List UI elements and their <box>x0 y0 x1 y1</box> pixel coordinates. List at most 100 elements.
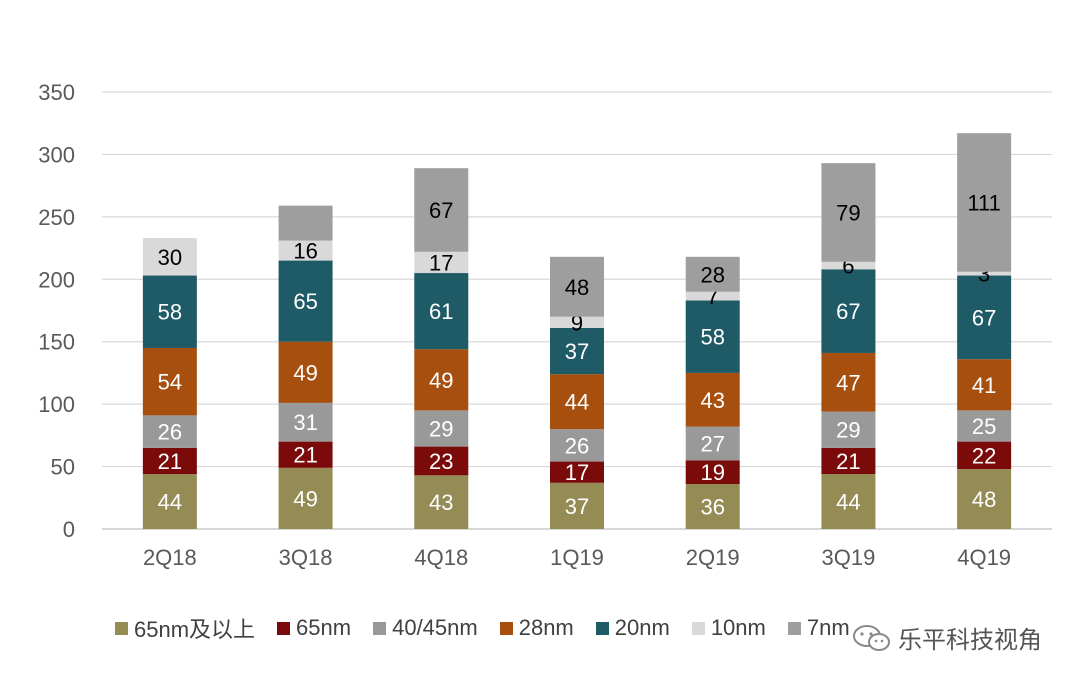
bar-segment <box>278 260 333 342</box>
y-tick-label: 300 <box>38 142 75 167</box>
watermark: 乐平科技视角 <box>852 620 1042 655</box>
data-label: 48 <box>972 487 996 512</box>
y-tick-label: 200 <box>38 267 75 292</box>
data-label: 25 <box>972 414 996 439</box>
chart-legend: 65nm及以上 65nm 40/45nm 28nm 20nm 10nm 7nm <box>115 612 872 644</box>
bar-segment <box>142 447 197 475</box>
bar-segment <box>414 446 469 476</box>
bar-segment <box>142 347 197 416</box>
bar-segment <box>142 238 197 276</box>
legend-label: 65nm及以上 <box>134 617 256 642</box>
legend-label: 65nm <box>296 615 352 640</box>
data-label: 36 <box>700 495 724 520</box>
bar-segment <box>685 426 740 461</box>
bar-segment <box>278 402 333 442</box>
x-tick-label: 4Q19 <box>957 545 1011 570</box>
data-label: 16 <box>293 239 317 264</box>
bar-segment <box>957 410 1012 442</box>
legend-swatch <box>115 621 128 635</box>
y-tick-label: 100 <box>38 392 75 417</box>
data-label: 41 <box>972 373 996 398</box>
legend-item: 10nm <box>691 615 766 641</box>
legend-item: 7nm <box>787 615 850 641</box>
data-label: 37 <box>565 339 589 364</box>
data-label: 17 <box>565 460 589 485</box>
data-label: 28 <box>700 262 724 287</box>
bar-segment <box>957 359 1012 411</box>
bar-segment <box>957 133 1012 272</box>
legend-swatch <box>277 621 291 635</box>
legend-label: 20nm <box>614 615 670 640</box>
data-label: 17 <box>429 250 453 275</box>
bar-segment <box>414 168 469 252</box>
bar-segment <box>142 415 197 448</box>
data-label: 48 <box>565 275 589 300</box>
bar-segment <box>414 251 469 274</box>
bar-segment <box>685 300 740 373</box>
bar-segment <box>957 469 1012 529</box>
bar-segment <box>278 441 333 468</box>
data-label: 44 <box>836 490 860 515</box>
bar-segment <box>278 341 333 403</box>
legend-item: 40/45nm <box>373 615 478 641</box>
legend-item: 28nm <box>499 615 574 641</box>
bar-segment <box>685 372 740 427</box>
data-label: 111 <box>967 190 1000 215</box>
data-label: 31 <box>293 410 317 435</box>
bar-segment <box>685 291 740 301</box>
bar-segment <box>414 349 469 411</box>
data-label: 65 <box>293 289 317 314</box>
bar-segment <box>550 374 604 430</box>
x-tick-label: 2Q19 <box>686 545 740 570</box>
x-tick-label: 3Q18 <box>279 545 333 570</box>
bar-segment <box>550 316 604 328</box>
bar-segment <box>550 482 604 529</box>
data-label: 30 <box>158 245 182 270</box>
watermark-text: 乐平科技视角 <box>898 626 1042 654</box>
data-label: 37 <box>565 494 589 519</box>
bar-segment <box>821 261 876 270</box>
data-label: 49 <box>429 368 453 393</box>
bar-segment <box>685 460 740 485</box>
bar-segment <box>142 474 197 529</box>
legend-swatch <box>373 621 387 635</box>
bar-segment <box>142 275 197 348</box>
data-label: 21 <box>158 449 182 474</box>
data-label: 21 <box>836 449 860 474</box>
legend-item: 65nm <box>277 615 351 641</box>
x-tick-label: 3Q19 <box>822 545 876 570</box>
data-label: 43 <box>700 388 724 413</box>
bar-segment <box>821 352 876 412</box>
data-label: 29 <box>429 416 453 441</box>
data-label: 44 <box>565 390 589 415</box>
bar-segment <box>414 410 469 447</box>
bar-segment <box>821 163 876 262</box>
bar-segment <box>957 441 1012 470</box>
data-label: 29 <box>836 418 860 443</box>
data-label: 43 <box>429 490 453 515</box>
x-tick-label: 2Q18 <box>143 545 197 570</box>
data-label: 67 <box>429 198 453 223</box>
stacked-bar-chart: 0 50 100 150 200 250 300 350 44 21 26 54 58 30 2Q18 49 2… <box>38 80 1052 570</box>
data-label: 58 <box>700 325 724 350</box>
data-label: 19 <box>700 460 724 485</box>
legend-item: 65nm及以上 <box>115 612 255 644</box>
data-label: 26 <box>565 433 589 458</box>
bar-segment <box>957 275 1012 360</box>
data-label: 47 <box>836 370 860 395</box>
bar-segment <box>821 411 876 448</box>
data-label: 26 <box>158 420 182 445</box>
y-tick-label: 150 <box>38 330 75 355</box>
data-label: 49 <box>293 360 317 385</box>
data-label: 54 <box>158 370 182 395</box>
legend-swatch <box>691 621 705 635</box>
y-tick-label: 50 <box>51 455 75 480</box>
data-label: 21 <box>293 443 317 468</box>
y-tick-label: 0 <box>63 517 75 542</box>
bar-segment <box>550 256 604 317</box>
bar-segment <box>278 205 333 241</box>
data-label: 61 <box>429 299 453 324</box>
data-label: 67 <box>972 305 996 330</box>
legend-label: 40/45nm <box>392 615 478 640</box>
x-tick-label: 4Q18 <box>414 545 468 570</box>
